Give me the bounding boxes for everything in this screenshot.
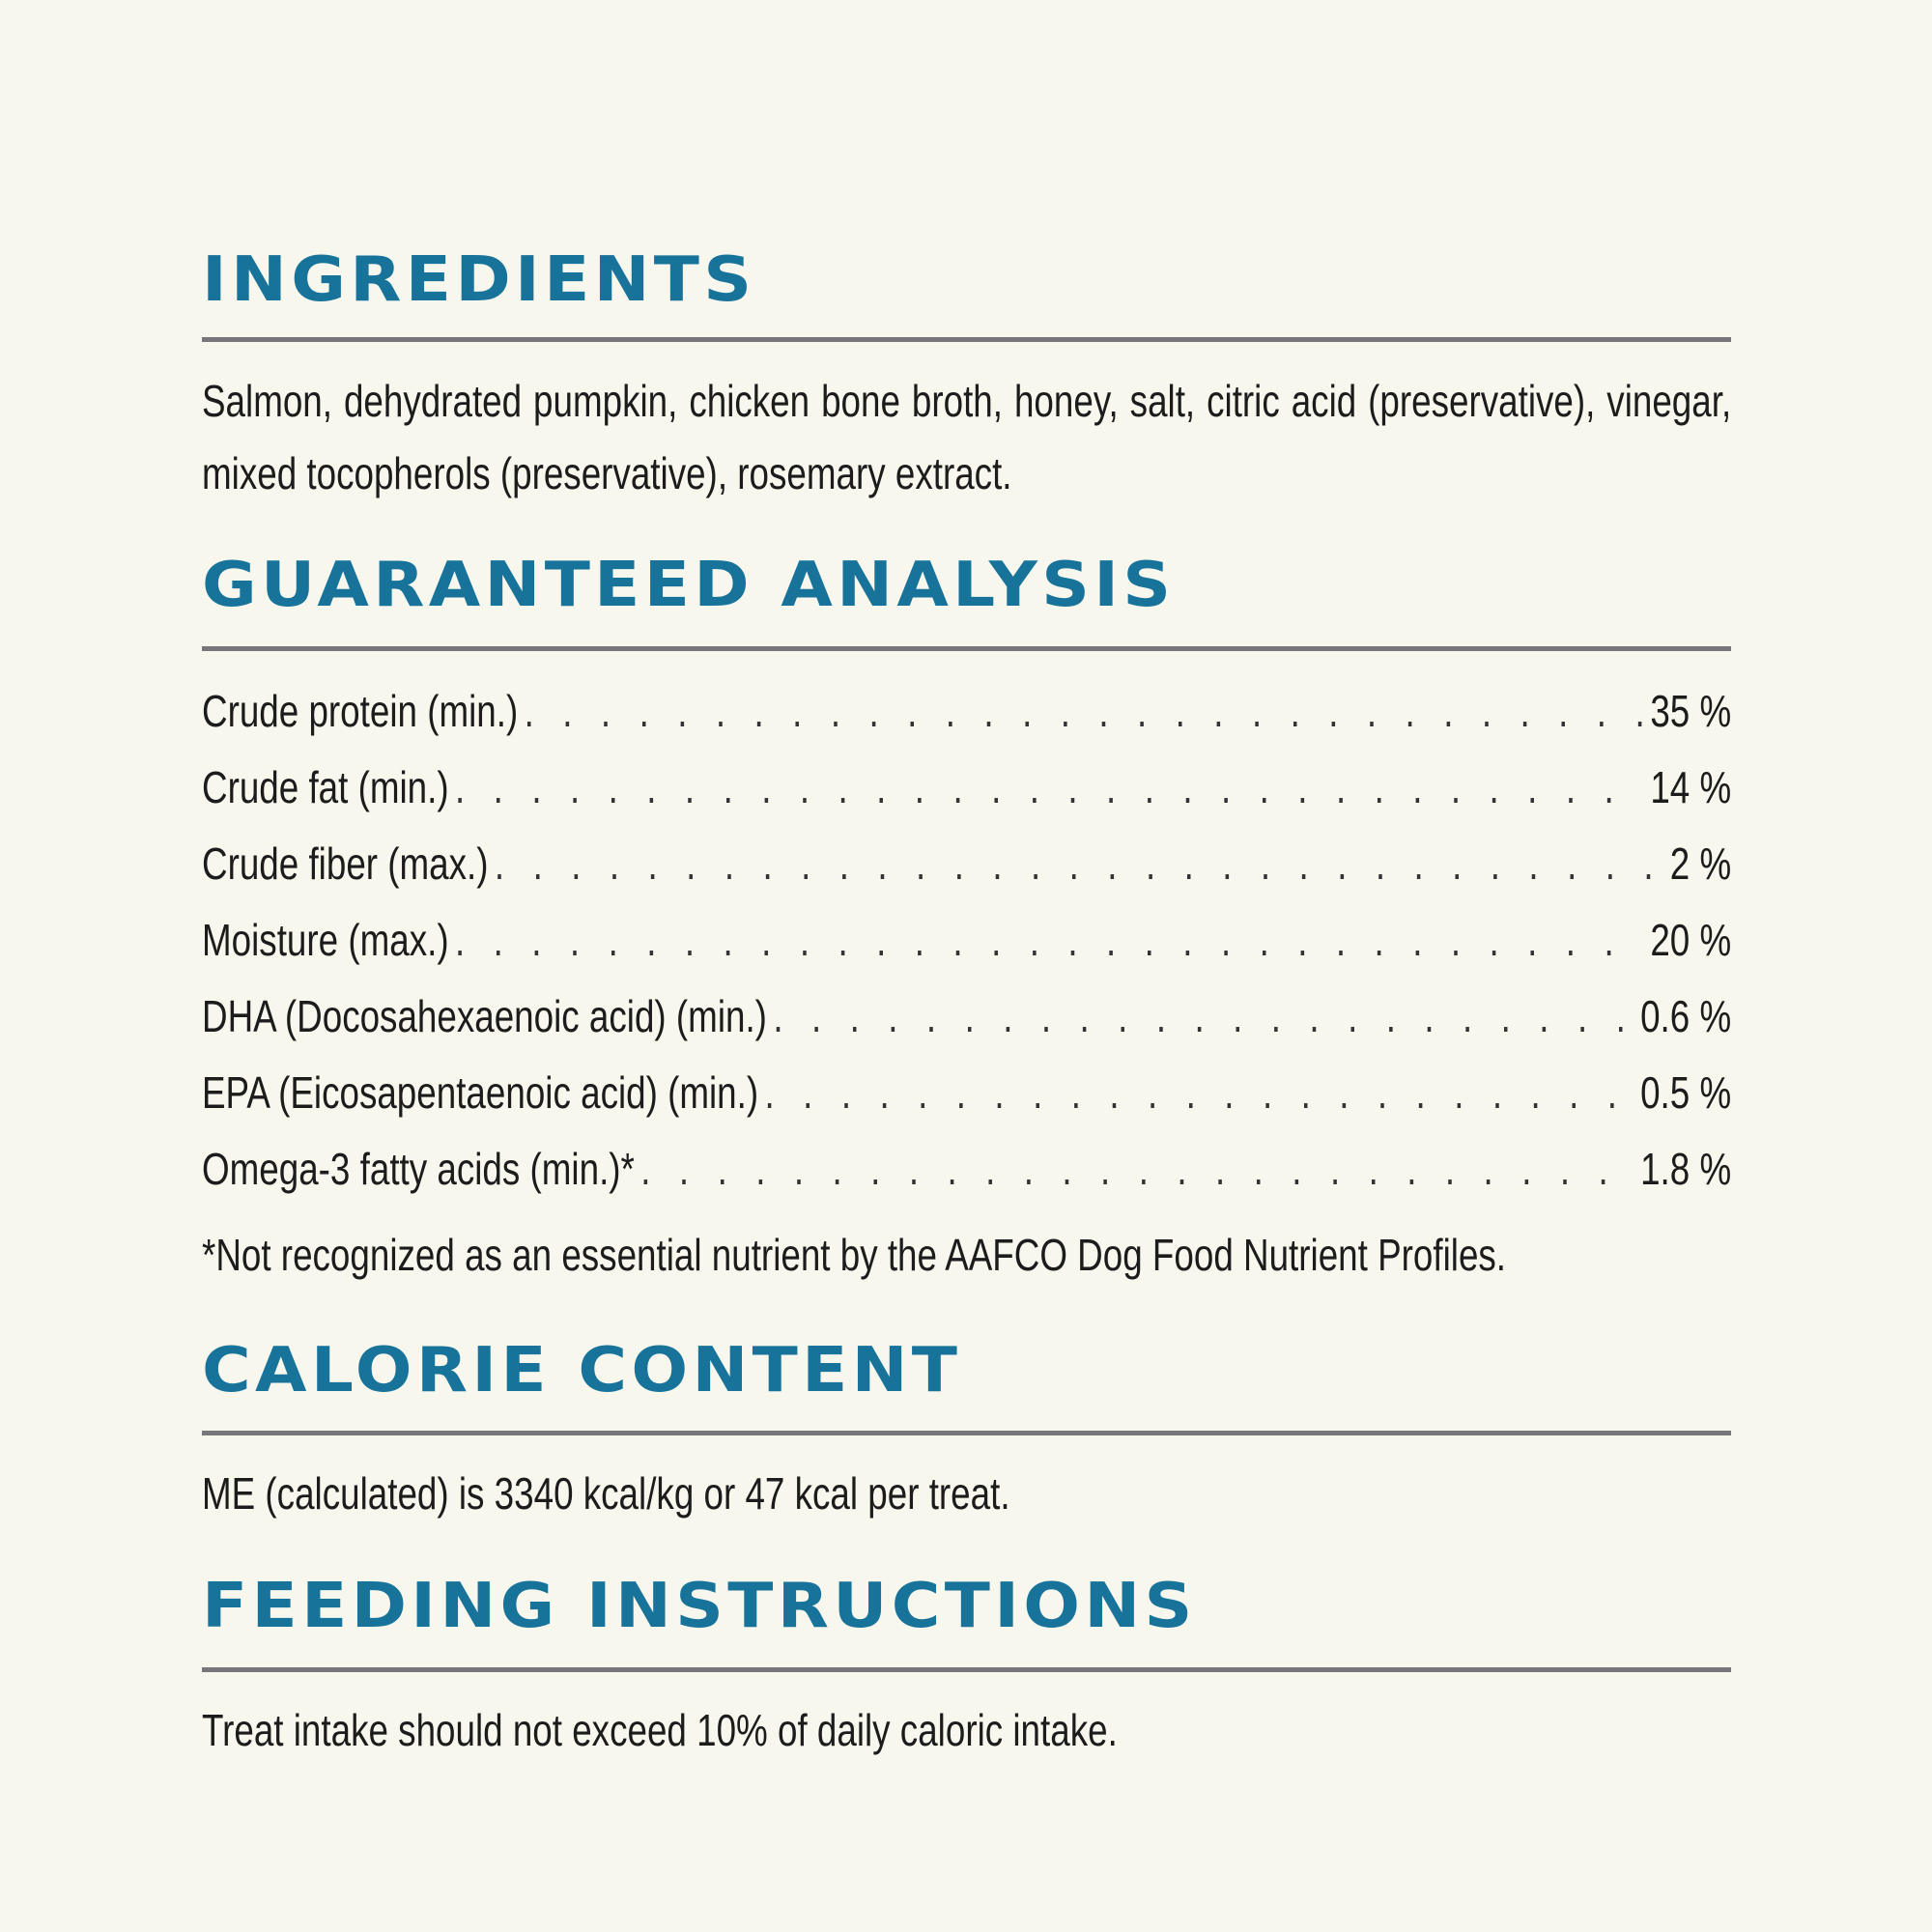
analysis-row: DHA (Docosahexaenoic acid) (min.) 0.6 % bbox=[202, 987, 1731, 1045]
analysis-row: Crude fiber (max.) 2 % bbox=[202, 835, 1731, 893]
nutrient-value: 0.5 % bbox=[1640, 1067, 1732, 1118]
analysis-row: Crude protein (min.) 35 % bbox=[202, 682, 1731, 740]
divider bbox=[202, 646, 1731, 651]
nutrient-value: 1.8 % bbox=[1640, 1144, 1732, 1194]
nutrient-label: EPA (Eicosapentaenoic acid) (min.) bbox=[202, 1067, 759, 1118]
divider bbox=[202, 1431, 1731, 1435]
divider bbox=[202, 337, 1731, 342]
calorie-text: ME (calculated) is 3340 kcal/kg or 47 kc… bbox=[202, 1468, 1010, 1519]
analysis-row: EPA (Eicosapentaenoic acid) (min.) 0.5 % bbox=[202, 1064, 1731, 1122]
ingredients-heading: INGREDIENTS bbox=[202, 244, 756, 316]
feeding-text: Treat intake should not exceed 10% of da… bbox=[202, 1705, 1118, 1755]
nutrient-value: 20 % bbox=[1650, 915, 1732, 965]
nutrient-value: 2 % bbox=[1669, 838, 1732, 889]
dot-leader bbox=[525, 682, 1644, 740]
dot-leader bbox=[773, 987, 1634, 1045]
footnote: *Not recognized as an essential nutrient… bbox=[202, 1230, 1507, 1280]
nutrient-value: 35 % bbox=[1650, 686, 1732, 736]
dot-leader bbox=[455, 911, 1644, 969]
ingredients-text: Salmon, dehydrated pumpkin, chicken bone… bbox=[202, 376, 1732, 498]
analysis-row: Crude fat (min.) 14 % bbox=[202, 758, 1731, 816]
dot-leader bbox=[640, 1140, 1634, 1198]
feeding-instructions-heading: FEEDING INSTRUCTIONS bbox=[202, 1571, 1197, 1642]
dot-leader bbox=[455, 758, 1644, 816]
dot-leader bbox=[495, 835, 1663, 893]
calorie-content-heading: CALORIE CONTENT bbox=[202, 1335, 962, 1406]
analysis-row: Moisture (max.) 20 % bbox=[202, 911, 1731, 969]
nutrient-label: Omega-3 fatty acids (min.)* bbox=[202, 1144, 635, 1194]
nutrient-value: 0.6 % bbox=[1640, 991, 1732, 1041]
analysis-row: Omega-3 fatty acids (min.)* 1.8 % bbox=[202, 1140, 1731, 1198]
nutrient-label: DHA (Docosahexaenoic acid) (min.) bbox=[202, 991, 767, 1041]
nutrient-label: Crude fiber (max.) bbox=[202, 838, 489, 889]
nutrient-label: Crude fat (min.) bbox=[202, 762, 449, 812]
nutrient-value: 14 % bbox=[1650, 762, 1732, 812]
divider bbox=[202, 1667, 1731, 1672]
nutrient-label: Crude protein (min.) bbox=[202, 686, 519, 736]
nutrient-label: Moisture (max.) bbox=[202, 915, 449, 965]
guaranteed-analysis-heading: GUARANTEED ANALYSIS bbox=[202, 550, 1176, 621]
dot-leader bbox=[765, 1064, 1634, 1122]
